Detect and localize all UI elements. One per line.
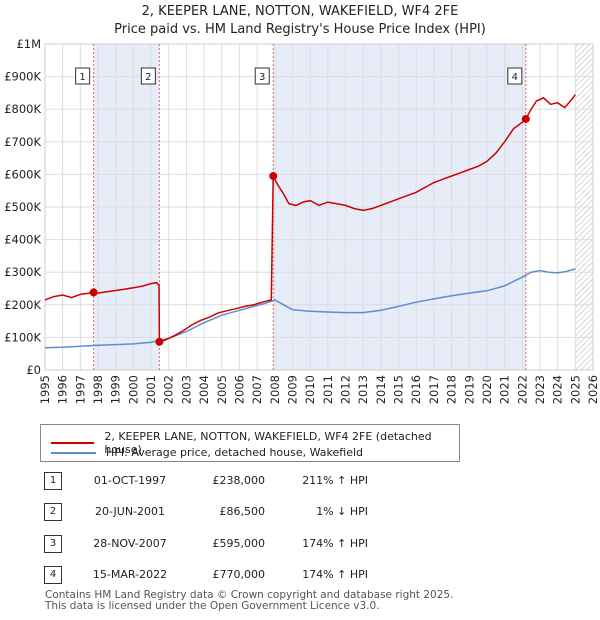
- price-chart: £0 £100K £200K £300K £400K £500K £600K £700K £80…: [4, 37, 600, 404]
- transaction-hpi-change: 1% ↓ HPI: [316, 505, 368, 518]
- x-tick-label: 2006: [232, 375, 246, 404]
- property-line-swatch: [51, 442, 95, 444]
- y-tick-label: £500K: [4, 200, 41, 214]
- chart-title-line2: Price paid vs. HM Land Registry's House …: [114, 22, 486, 37]
- transaction-date: 15-MAR-2022: [92, 568, 168, 581]
- x-tick-label: 2010: [303, 375, 317, 404]
- x-tick-label: 2015: [392, 375, 406, 404]
- transaction-label-box: [507, 67, 523, 85]
- y-tick-label: £200K: [4, 298, 41, 312]
- x-tick-label: 1997: [73, 375, 87, 404]
- transaction-label: 2: [145, 72, 151, 83]
- transaction-hpi-change: 174% ↑ HPI: [302, 568, 368, 581]
- chart-title-line1: 2, KEEPER LANE, NOTTON, WAKEFIELD, WF4 2…: [141, 4, 459, 19]
- x-tick-label: 2014: [374, 375, 388, 404]
- transaction-hpi-change: 211% ↑ HPI: [302, 474, 368, 487]
- transaction-label-box: [254, 67, 270, 85]
- legend-label-hpi: HPI: Average price, detached house, Wake…: [106, 446, 364, 459]
- transaction-number: 4: [44, 566, 62, 584]
- y-tick-label: £1M: [16, 37, 41, 51]
- transaction-number: 1: [44, 472, 62, 490]
- x-tick-label: 1998: [91, 375, 105, 404]
- plot-border: [44, 43, 594, 371]
- transaction-label: 3: [259, 72, 265, 83]
- transaction-label-box: [140, 67, 156, 85]
- footer: Contains HM Land Registry data © Crown c…: [45, 590, 453, 612]
- transaction-price: £595,000: [212, 537, 266, 550]
- x-tick-label: 2009: [285, 375, 299, 404]
- transaction-price: £86,500: [219, 505, 266, 518]
- transaction-date: 20-JUN-2001: [94, 505, 166, 518]
- transaction-price: £770,000: [212, 568, 266, 581]
- legend-item-hpi: HPI: Average price, detached house, Wake…: [51, 446, 363, 459]
- x-tick-label: 2013: [356, 375, 370, 404]
- transaction-date: 01-OCT-1997: [93, 474, 167, 487]
- transaction-point: [521, 114, 530, 123]
- x-tick-label: 2024: [551, 375, 565, 404]
- x-tick-label: 2026: [586, 375, 600, 404]
- transaction-number: 2: [44, 503, 62, 521]
- transaction-point: [155, 337, 164, 346]
- transaction-label: 1: [79, 72, 85, 83]
- table-row: 3 28-NOV-2007 £595,000 174% ↑ HPI: [40, 535, 600, 555]
- x-tick-label: 2003: [179, 375, 193, 404]
- x-tick-label: 2011: [321, 375, 335, 404]
- x-tick-label: 2005: [215, 375, 229, 404]
- legend-label-property: 2, KEEPER LANE, NOTTON, WAKEFIELD, WF4 2…: [104, 430, 432, 456]
- legend-item-property: 2, KEEPER LANE, NOTTON, WAKEFIELD, WF4 2…: [51, 430, 459, 456]
- x-tick-label: 2022: [515, 375, 529, 404]
- x-tick-label: 2001: [144, 375, 158, 404]
- transaction-label-box: [75, 67, 91, 85]
- y-tick-label: £600K: [4, 167, 41, 181]
- x-tick-label: 2025: [568, 375, 582, 404]
- x-tick-label: 2021: [498, 375, 512, 404]
- transaction-label: 4: [512, 72, 518, 83]
- x-tick-label: 2002: [162, 375, 176, 404]
- y-tick-label: £800K: [4, 102, 41, 116]
- y-tick-label: £0: [26, 363, 41, 377]
- x-tick-label: 2017: [427, 375, 441, 404]
- footer-licence: This data is licensed under the Open Gov…: [45, 600, 380, 612]
- x-tick-label: 2020: [480, 375, 494, 404]
- hpi-line-swatch: [51, 451, 96, 454]
- x-tick-label: 2004: [197, 375, 211, 404]
- legend: 2, KEEPER LANE, NOTTON, WAKEFIELD, WF4 2…: [40, 424, 460, 462]
- transaction-point: [89, 288, 98, 297]
- y-tick-label: £900K: [4, 70, 41, 84]
- y-tick-label: £100K: [4, 330, 41, 344]
- transaction-price: £238,000: [212, 474, 266, 487]
- transaction-number: 3: [44, 535, 62, 553]
- y-tick-label: £400K: [4, 233, 41, 247]
- property-price-line: [44, 94, 576, 343]
- x-tick-label: 1999: [109, 375, 123, 404]
- x-tick-label: 2007: [250, 375, 264, 404]
- x-tick-label: 1996: [56, 375, 70, 404]
- x-tick-label: 2008: [268, 375, 282, 404]
- transaction-date: 28-NOV-2007: [93, 537, 167, 550]
- hpi-line: [44, 268, 576, 349]
- x-tick-label: 2012: [339, 375, 353, 404]
- transaction-point: [269, 172, 278, 181]
- table-row: 2 20-JUN-2001 £86,500 1% ↓ HPI: [40, 503, 600, 523]
- y-tick-label: £300K: [4, 265, 41, 279]
- x-tick-label: 2016: [409, 375, 423, 404]
- transaction-hpi-change: 174% ↑ HPI: [302, 537, 368, 550]
- y-tick-label: £700K: [4, 135, 41, 149]
- footer-copyright: Contains HM Land Registry data © Crown c…: [45, 589, 454, 601]
- x-tick-label: 1995: [38, 375, 52, 404]
- table-row: 4 15-MAR-2022 £770,000 174% ↑ HPI: [40, 566, 600, 586]
- table-row: 1 01-OCT-1997 £238,000 211% ↑ HPI: [40, 472, 600, 492]
- x-tick-label: 2000: [126, 375, 140, 404]
- x-tick-label: 2019: [462, 375, 476, 404]
- x-tick-label: 2023: [533, 375, 547, 404]
- x-tick-label: 2018: [445, 375, 459, 404]
